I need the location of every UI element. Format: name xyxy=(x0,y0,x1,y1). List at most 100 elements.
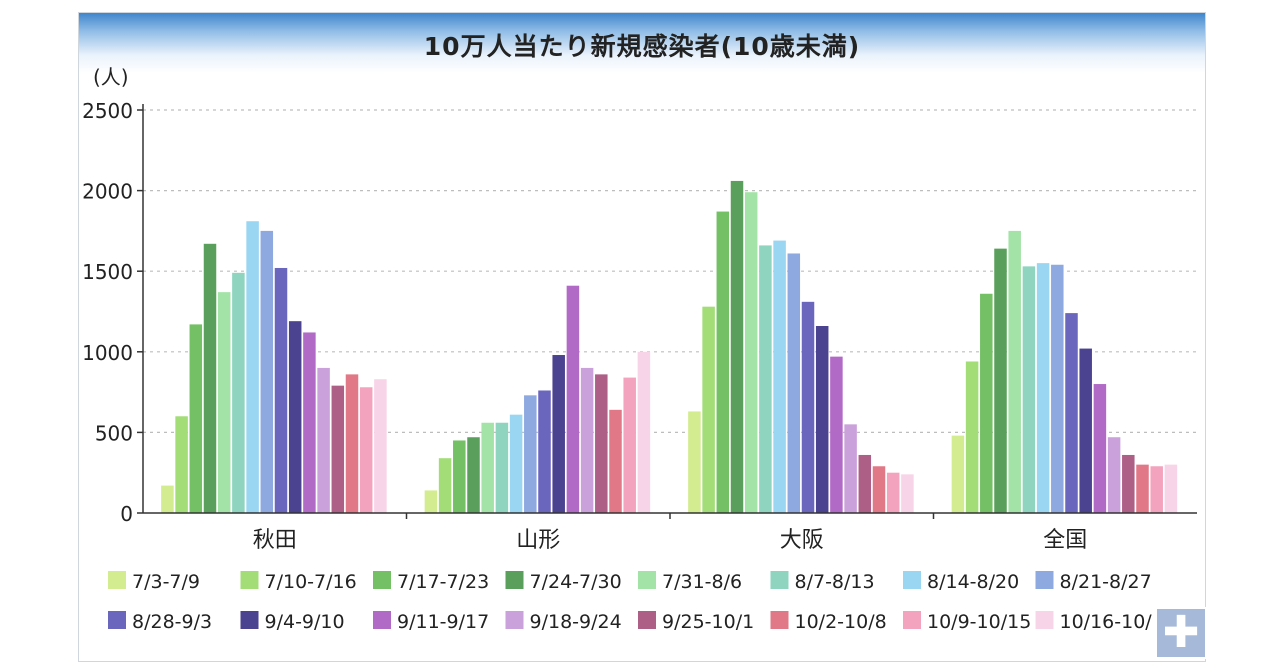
bar xyxy=(688,411,701,513)
legend-swatch xyxy=(770,571,789,589)
bar xyxy=(509,414,523,513)
bar xyxy=(773,240,786,513)
bar xyxy=(830,356,843,513)
bar xyxy=(1065,313,1078,513)
y-tick-label: 0 xyxy=(120,502,133,526)
legend-label: 7/17-7/23 xyxy=(397,571,489,593)
bar xyxy=(730,180,744,514)
bar xyxy=(1136,464,1149,513)
legend-swatch xyxy=(240,571,259,589)
legend-swatch xyxy=(505,611,524,629)
bar xyxy=(901,474,914,513)
legend-label: 7/10-7/16 xyxy=(265,571,357,593)
bar xyxy=(716,211,730,513)
bar xyxy=(1107,437,1121,513)
bar xyxy=(1150,466,1163,513)
bar xyxy=(232,272,245,513)
legend: 7/3-7/9 7/10-7/16 7/17-7/23 7/24-7/30 7/31-8… xyxy=(108,571,1152,633)
legend-label: 10/16-10/ xyxy=(1060,611,1153,633)
legend-label: 9/25-10/1 xyxy=(662,611,754,633)
x-tick-label: 全国 xyxy=(1043,528,1087,553)
bar xyxy=(288,321,302,513)
bar xyxy=(801,301,815,513)
bar xyxy=(609,409,622,513)
legend-swatch xyxy=(373,611,391,629)
bar xyxy=(994,248,1007,513)
bar xyxy=(744,192,758,513)
x-tick-label: 大阪 xyxy=(780,528,824,553)
bar xyxy=(759,245,772,513)
bar xyxy=(260,230,274,513)
bar xyxy=(637,351,651,513)
bar xyxy=(203,243,217,513)
bar xyxy=(702,306,715,513)
bar xyxy=(1164,464,1178,513)
bar xyxy=(424,490,438,513)
expand-button[interactable]: ✚ xyxy=(1155,607,1207,659)
legend-swatch xyxy=(903,611,921,629)
legend-label: 9/4-9/10 xyxy=(265,611,345,633)
legend-label: 10/2-10/8 xyxy=(795,611,887,633)
bar xyxy=(274,267,288,513)
y-tick-label: 1000 xyxy=(82,341,133,365)
legend-label: 8/28-9/3 xyxy=(132,611,212,633)
y-axis-label: (人) xyxy=(93,65,129,89)
y-tick-label: 2000 xyxy=(82,180,133,204)
bar xyxy=(886,472,900,513)
bar xyxy=(872,466,886,513)
legend-swatch xyxy=(1035,611,1054,629)
legend-label: 8/7-8/13 xyxy=(795,571,875,593)
grid-lines xyxy=(143,109,1197,433)
chart-title: 10万人当たり新規感染者(10歳未満) xyxy=(423,32,861,61)
legend-label: 7/24-7/30 xyxy=(530,571,622,593)
legend-label: 9/18-9/24 xyxy=(530,611,622,633)
bar xyxy=(844,424,857,513)
bar xyxy=(331,385,345,513)
y-tick-label: 2500 xyxy=(82,99,133,123)
bar xyxy=(858,454,872,513)
bar xyxy=(552,355,565,513)
axes xyxy=(137,104,1197,519)
bar xyxy=(359,387,373,513)
bar xyxy=(566,285,580,513)
bar xyxy=(345,374,359,513)
legend-swatch xyxy=(770,611,789,629)
bar xyxy=(538,390,551,513)
bar xyxy=(623,377,636,513)
bar xyxy=(787,253,801,513)
bar xyxy=(161,485,174,513)
bar xyxy=(951,435,965,513)
legend-swatch xyxy=(505,571,524,589)
bar xyxy=(467,437,480,513)
bar xyxy=(1051,264,1064,513)
bar xyxy=(246,221,259,513)
bar xyxy=(980,293,993,513)
legend-swatch xyxy=(108,611,126,629)
x-tick-label: 山形 xyxy=(516,528,560,553)
legend-label: 8/14-8/20 xyxy=(927,571,1019,593)
bar xyxy=(815,326,829,513)
bar xyxy=(217,292,231,513)
bars xyxy=(161,180,1178,514)
legend-swatch xyxy=(1035,571,1054,589)
legend-swatch xyxy=(373,571,391,589)
bar xyxy=(317,367,330,513)
bar xyxy=(1079,348,1092,513)
bar xyxy=(1008,230,1021,513)
bar xyxy=(1122,454,1135,513)
legend-swatch xyxy=(108,571,126,589)
x-tick-label: 秋田 xyxy=(253,528,297,553)
y-tick-label: 1500 xyxy=(82,260,133,284)
bar xyxy=(303,332,316,513)
legend-label: 10/9-10/15 xyxy=(927,611,1031,633)
legend-label: 7/31-8/6 xyxy=(662,571,742,593)
legend-swatch xyxy=(638,611,656,629)
legend-label: 9/11-9/17 xyxy=(397,611,489,633)
bar xyxy=(1093,384,1107,513)
bar xyxy=(481,422,494,513)
bar xyxy=(175,416,188,513)
bar xyxy=(595,374,608,513)
bar xyxy=(580,367,594,513)
legend-swatch xyxy=(903,571,921,589)
